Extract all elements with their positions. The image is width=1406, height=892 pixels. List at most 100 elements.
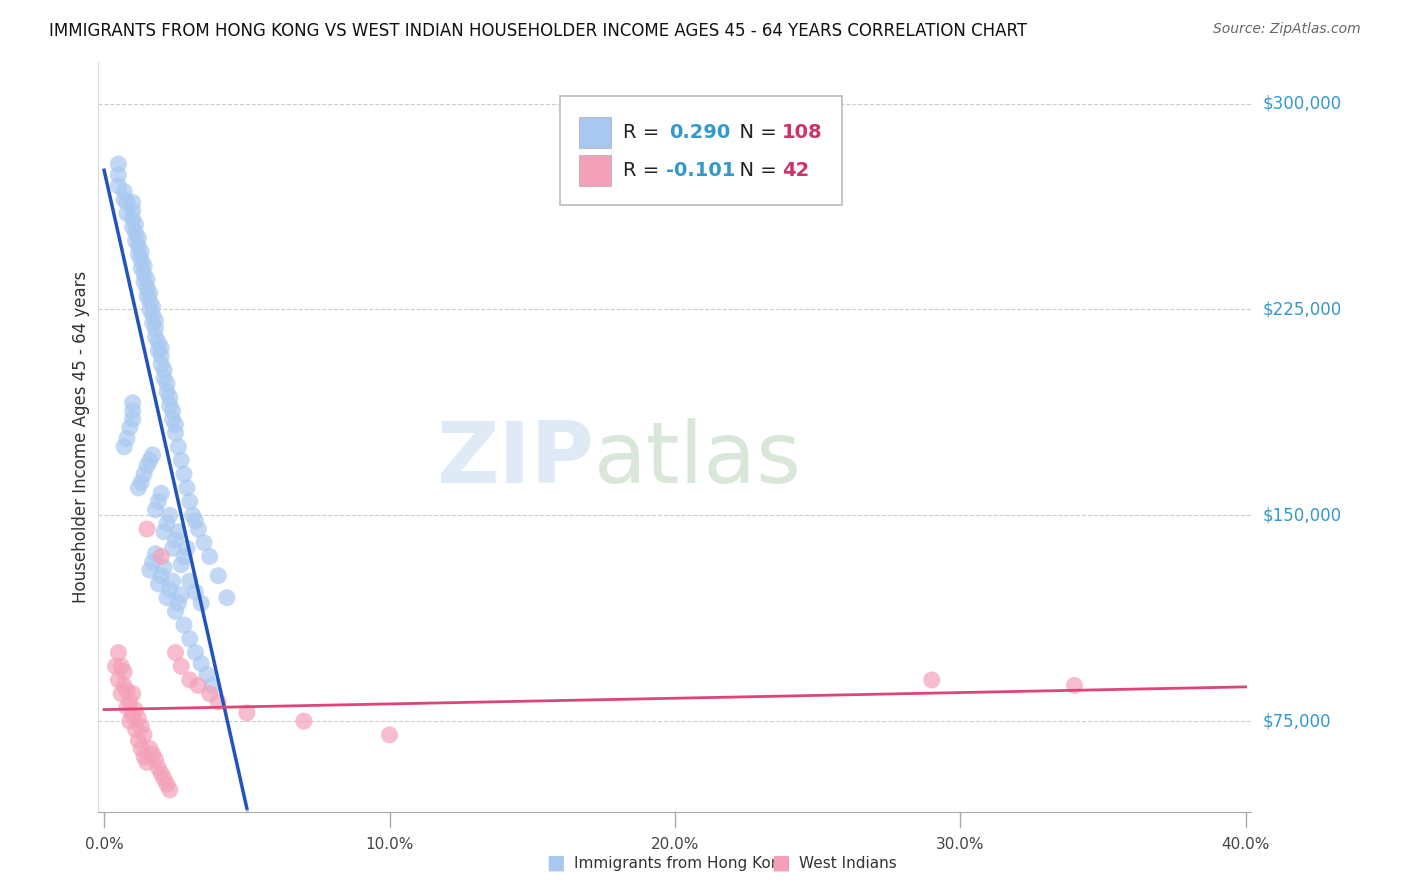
Point xyxy=(162,574,184,589)
Point xyxy=(112,193,135,207)
Text: $150,000: $150,000 xyxy=(1263,507,1341,524)
Text: R =: R = xyxy=(623,161,665,180)
Point xyxy=(107,168,129,182)
Point xyxy=(153,371,176,385)
Point xyxy=(167,440,190,454)
Point xyxy=(195,667,218,681)
Point xyxy=(118,420,141,434)
Point xyxy=(139,294,162,309)
Point xyxy=(190,596,212,610)
Y-axis label: Householder Income Ages 45 - 64 years: Householder Income Ages 45 - 64 years xyxy=(72,271,90,603)
Text: R =: R = xyxy=(623,123,665,142)
Point xyxy=(139,453,162,467)
Point xyxy=(179,574,201,589)
Point xyxy=(184,585,207,599)
Point xyxy=(150,357,173,371)
Point xyxy=(156,516,179,531)
Point xyxy=(136,272,159,286)
Point xyxy=(150,766,173,780)
Point xyxy=(173,618,195,632)
Point xyxy=(132,267,155,281)
Point xyxy=(136,522,159,536)
Point xyxy=(173,549,195,564)
Point xyxy=(1063,678,1085,692)
Point xyxy=(107,178,129,193)
Point xyxy=(198,687,221,701)
Point xyxy=(107,673,129,687)
Point xyxy=(150,568,173,582)
Text: Immigrants from Hong Kong: Immigrants from Hong Kong xyxy=(574,856,790,871)
Point xyxy=(121,396,143,410)
Point xyxy=(153,772,176,786)
Point xyxy=(145,753,167,767)
Point xyxy=(121,708,143,723)
Point xyxy=(159,582,181,597)
Point xyxy=(159,508,181,523)
Point xyxy=(110,659,132,673)
Point xyxy=(165,417,187,432)
Point xyxy=(129,475,152,490)
Point xyxy=(107,646,129,660)
Text: ▪: ▪ xyxy=(546,849,565,878)
Point xyxy=(167,596,190,610)
Point xyxy=(201,678,224,692)
Point xyxy=(142,747,165,761)
Point xyxy=(165,646,187,660)
Point xyxy=(139,302,162,317)
Point xyxy=(145,330,167,344)
Point xyxy=(150,349,173,363)
Point xyxy=(127,733,149,747)
Point xyxy=(132,728,155,742)
Point xyxy=(162,541,184,556)
Point xyxy=(127,481,149,495)
Point xyxy=(112,665,135,679)
Point xyxy=(124,218,146,232)
Point xyxy=(236,706,259,720)
Point xyxy=(173,467,195,482)
Text: ZIP: ZIP xyxy=(436,418,595,501)
Point xyxy=(142,308,165,322)
Point xyxy=(156,384,179,399)
Point xyxy=(139,285,162,300)
Point xyxy=(292,714,315,728)
Point xyxy=(179,673,201,687)
Point xyxy=(207,568,229,582)
Point xyxy=(921,673,943,687)
Point xyxy=(162,404,184,418)
Text: 20.0%: 20.0% xyxy=(651,837,699,852)
Point xyxy=(150,549,173,564)
Point xyxy=(127,231,149,245)
Point xyxy=(121,687,143,701)
Point xyxy=(215,591,238,605)
Point xyxy=(193,535,215,549)
Point xyxy=(115,206,138,220)
Point xyxy=(162,412,184,426)
Text: $300,000: $300,000 xyxy=(1263,95,1341,112)
Point xyxy=(148,761,170,775)
Point xyxy=(121,404,143,418)
Point xyxy=(112,678,135,692)
Point xyxy=(184,646,207,660)
Point xyxy=(136,756,159,770)
Point xyxy=(129,261,152,276)
Point xyxy=(132,467,155,482)
Point xyxy=(129,253,152,268)
Text: 0.0%: 0.0% xyxy=(84,837,124,852)
Point xyxy=(136,458,159,473)
Text: IMMIGRANTS FROM HONG KONG VS WEST INDIAN HOUSEHOLDER INCOME AGES 45 - 64 YEARS C: IMMIGRANTS FROM HONG KONG VS WEST INDIAN… xyxy=(49,22,1028,40)
Point xyxy=(190,657,212,671)
Point xyxy=(153,524,176,539)
Point xyxy=(156,591,179,605)
Point xyxy=(132,275,155,289)
Point xyxy=(136,289,159,303)
Point xyxy=(153,363,176,377)
Point xyxy=(107,157,129,171)
Point xyxy=(132,749,155,764)
Point xyxy=(115,432,138,446)
Point xyxy=(118,714,141,728)
Point xyxy=(139,741,162,756)
Point xyxy=(170,588,193,602)
Point xyxy=(159,399,181,413)
Text: 30.0%: 30.0% xyxy=(936,837,984,852)
Text: $225,000: $225,000 xyxy=(1263,301,1341,318)
